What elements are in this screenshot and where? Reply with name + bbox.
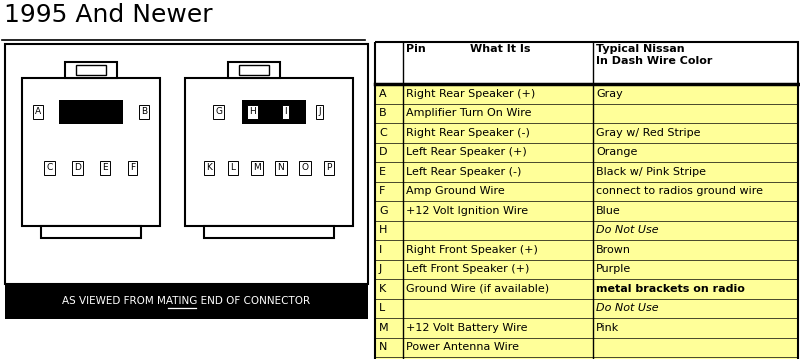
Text: Left Front Speaker (+): Left Front Speaker (+)	[406, 264, 530, 274]
Text: Amp Ground Wire: Amp Ground Wire	[406, 186, 505, 196]
Text: Right Rear Speaker (-): Right Rear Speaker (-)	[406, 128, 530, 138]
Text: J: J	[318, 107, 321, 117]
Text: F: F	[379, 186, 386, 196]
Text: B: B	[379, 108, 386, 118]
Bar	[242, 100, 306, 124]
Bar	[375, 337, 798, 357]
Bar	[375, 240, 798, 260]
Text: Right Front Speaker (+): Right Front Speaker (+)	[406, 245, 538, 255]
Bar	[375, 201, 798, 220]
Bar	[375, 123, 798, 143]
Text: Pink: Pink	[596, 323, 619, 333]
Text: H: H	[379, 225, 387, 235]
Text: Pin: Pin	[406, 44, 426, 54]
Bar	[375, 84, 798, 103]
Bar	[375, 298, 798, 318]
Text: Right Rear Speaker (+): Right Rear Speaker (+)	[406, 89, 535, 99]
Bar	[76, 65, 106, 75]
Text: What It Is: What It Is	[470, 44, 530, 54]
Bar	[65, 62, 117, 78]
Text: In Dash Wire Color: In Dash Wire Color	[596, 56, 712, 66]
Bar	[5, 44, 368, 284]
Text: N: N	[278, 163, 284, 173]
Text: Purple: Purple	[596, 264, 631, 274]
Bar	[204, 226, 334, 238]
Text: L: L	[379, 303, 386, 313]
Text: I: I	[379, 245, 382, 255]
Text: Do Not Use: Do Not Use	[596, 303, 658, 313]
Bar	[375, 42, 798, 359]
Bar	[228, 62, 280, 78]
Bar	[239, 65, 269, 75]
Text: J: J	[379, 264, 382, 274]
Text: I: I	[285, 107, 287, 117]
Bar	[5, 284, 368, 319]
Text: B: B	[141, 107, 147, 117]
Text: Amplifier Turn On Wire: Amplifier Turn On Wire	[406, 108, 531, 118]
Text: Blue: Blue	[596, 206, 621, 216]
Text: M: M	[379, 323, 389, 333]
Text: M: M	[253, 163, 261, 173]
Text: K: K	[379, 284, 386, 294]
Text: D: D	[74, 163, 81, 173]
Text: C: C	[379, 128, 386, 138]
Bar	[375, 260, 798, 279]
Text: Power Antenna Wire: Power Antenna Wire	[406, 342, 519, 352]
Bar	[41, 226, 141, 238]
Text: G: G	[379, 206, 388, 216]
Text: Gray: Gray	[596, 89, 622, 99]
Bar	[375, 103, 798, 123]
Text: L: L	[230, 163, 235, 173]
Text: D: D	[379, 147, 387, 157]
Bar	[375, 182, 798, 201]
Text: Do Not Use: Do Not Use	[596, 225, 658, 235]
Text: Brown: Brown	[596, 245, 631, 255]
Bar	[375, 357, 798, 359]
Text: F: F	[130, 163, 135, 173]
Bar	[185, 78, 353, 226]
Text: A: A	[379, 89, 386, 99]
Bar	[375, 220, 798, 240]
Bar	[59, 100, 123, 124]
Bar	[375, 143, 798, 162]
Text: H: H	[249, 107, 255, 117]
Text: Black w/ Pink Stripe: Black w/ Pink Stripe	[596, 167, 706, 177]
Bar	[375, 279, 798, 298]
Text: 1995 And Newer: 1995 And Newer	[4, 3, 213, 27]
Text: K: K	[206, 163, 212, 173]
Text: Left Rear Speaker (+): Left Rear Speaker (+)	[406, 147, 526, 157]
Text: Gray w/ Red Stripe: Gray w/ Red Stripe	[596, 128, 701, 138]
Text: metal brackets on radio: metal brackets on radio	[596, 284, 745, 294]
Text: Orange: Orange	[596, 147, 638, 157]
Text: E: E	[102, 163, 108, 173]
Text: +12 Volt Battery Wire: +12 Volt Battery Wire	[406, 323, 527, 333]
Text: E: E	[379, 167, 386, 177]
Text: +12 Volt Ignition Wire: +12 Volt Ignition Wire	[406, 206, 528, 216]
Text: A: A	[35, 107, 41, 117]
Text: G: G	[215, 107, 222, 117]
Text: Left Rear Speaker (-): Left Rear Speaker (-)	[406, 167, 522, 177]
Text: Typical Nissan: Typical Nissan	[596, 44, 685, 54]
Text: N: N	[379, 342, 387, 352]
Text: connect to radios ground wire: connect to radios ground wire	[596, 186, 763, 196]
Text: C: C	[46, 163, 53, 173]
Bar	[375, 162, 798, 182]
Text: P: P	[326, 163, 332, 173]
Text: Ground Wire (if available): Ground Wire (if available)	[406, 284, 549, 294]
Text: O: O	[302, 163, 309, 173]
Bar	[22, 78, 160, 226]
Text: AS VIEWED FROM MATING END OF CONNECTOR: AS VIEWED FROM MATING END OF CONNECTOR	[62, 297, 310, 307]
Bar	[375, 318, 798, 337]
